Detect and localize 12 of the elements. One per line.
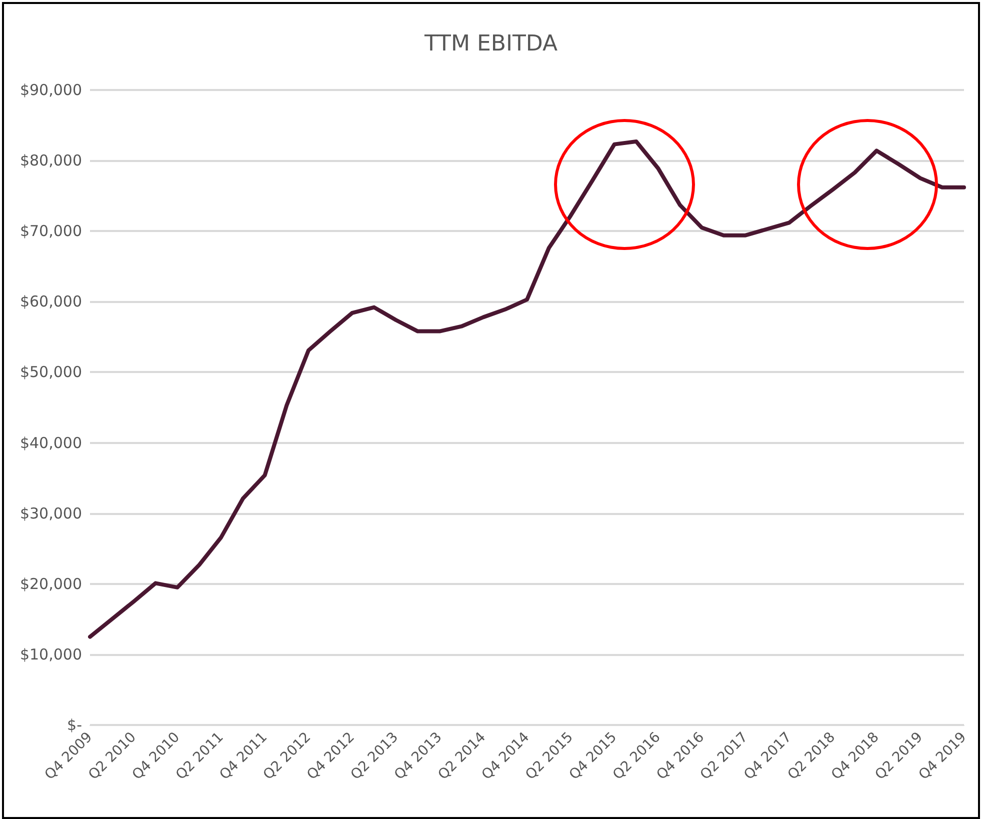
y-tick-label: $40,000	[20, 434, 82, 452]
y-tick-label: $20,000	[20, 574, 82, 593]
y-tick-label: $80,000	[20, 152, 82, 170]
y-tick-label: $60,000	[20, 292, 82, 311]
line-series	[88, 140, 966, 639]
chart-title: TTM EBITDA	[424, 32, 558, 56]
y-tick-label: $-	[67, 716, 82, 734]
y-tick-label: $30,000	[20, 504, 82, 522]
y-tick-label: $90,000	[20, 81, 82, 99]
y-tick-label: $70,000	[20, 222, 82, 240]
y-tick-label: $10,000	[20, 645, 82, 664]
y-tick-label: $50,000	[20, 363, 82, 382]
